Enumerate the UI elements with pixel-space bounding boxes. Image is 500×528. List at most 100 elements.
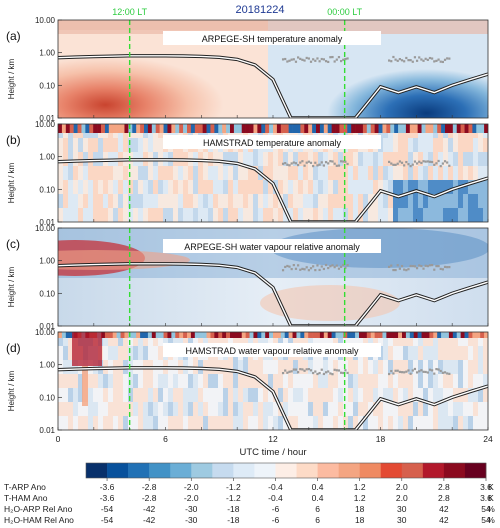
y-tick-label: 1.00: [39, 257, 55, 266]
colorbar-swatch: [191, 463, 213, 478]
colorbar-tick-label: -2.0: [184, 493, 199, 503]
colorbar-swatch: [254, 463, 276, 478]
colorbar-tick-label: 30: [397, 515, 407, 525]
y-tick-label: 1.00: [39, 153, 55, 162]
colorbar-tick-label: 2.8: [438, 482, 450, 492]
y-tick-label: 1.00: [39, 361, 55, 370]
colorbar-tick-label: 18: [355, 504, 365, 514]
y-axis-label: Height / km: [7, 58, 16, 99]
colorbar-tick-label: 42: [439, 504, 449, 514]
colorbar-tick-label: -1.2: [226, 493, 241, 503]
boundary-layer-line-inner: [58, 367, 488, 430]
colorbar-tick-label: -3.6: [100, 482, 115, 492]
y-tick-label: 0.01: [39, 218, 55, 227]
colorbar-swatch: [317, 463, 339, 478]
boundary-layer-line-inner: [58, 55, 488, 118]
colorbar-tick-label: 0.4: [312, 482, 324, 492]
x-tick-label: 0: [56, 434, 61, 444]
boundary-layer-line-inner: [58, 159, 488, 222]
colorbar-tick-label: -0.4: [268, 493, 283, 503]
colorbar-swatch: [401, 463, 424, 478]
colorbar-row-label: T-HAM Ano: [4, 493, 48, 503]
colorbar-swatch: [149, 463, 171, 478]
colorbar-frame: [85, 462, 487, 479]
y-tick-label: 10.00: [35, 16, 56, 25]
colorbar-unit: %: [487, 515, 495, 525]
panel-title-box: [163, 135, 381, 149]
colorbar-tick-label: -54: [101, 504, 114, 514]
y-tick-label: 1.00: [39, 49, 55, 58]
x-tick-label: 12: [268, 434, 278, 444]
panel-c: ARPEGE-SH water vapour relative anomaly (…: [6, 224, 489, 331]
panel-a: ARPEGE-SH temperature anomaly (a) Height /…: [6, 16, 489, 123]
colorbar-tick-label: 18: [355, 515, 365, 525]
colorbar-tick-label: -6: [272, 515, 280, 525]
colorbar-tick-label: -2.8: [142, 482, 157, 492]
local-time-label: 00:00 LT: [327, 7, 362, 17]
y-axis-label: Height / km: [7, 370, 16, 411]
marker-labels: 12:00 LT 00:00 LT: [112, 7, 362, 17]
colorbar-tick-label: -1.2: [226, 482, 241, 492]
x-axis-label: UTC time / hour: [239, 447, 306, 458]
y-tick-label: 0.10: [39, 289, 55, 298]
panel-title-box: [163, 31, 381, 45]
colorbar-tick-label: -0.4: [268, 482, 283, 492]
colorbar-tick-label: 42: [439, 515, 449, 525]
colorbar-swatch: [443, 463, 466, 478]
colorbar-tick-label: -42: [143, 504, 156, 514]
colorbar-tick-label: 1.2: [354, 482, 366, 492]
colorbar-unit: %: [487, 504, 495, 514]
colorbar-swatch: [170, 463, 192, 478]
panel-title: HAMSTRAD water vapour relative anomaly: [185, 346, 359, 356]
colorbar-tick-label: -18: [227, 515, 240, 525]
y-tick-label: 10.00: [35, 328, 56, 337]
colorbar-tick-label: -18: [227, 504, 240, 514]
colorbar: T-ARP Ano -3.6 -2.8 -2.0 -1.2 -0.4 0.4 1.2 2.0 2.…: [4, 462, 495, 525]
colorbar-tick-label: 54: [481, 515, 491, 525]
colorbar-tick-label: -2.0: [184, 482, 199, 492]
y-tick-label: 0.10: [39, 393, 55, 402]
y-tick-label: 10.00: [35, 224, 56, 233]
colorbar-tick-label: 2.0: [396, 482, 408, 492]
colorbar-swatch: [422, 463, 445, 478]
panel-title: ARPEGE-SH temperature anomaly: [202, 34, 343, 44]
colorbar-tick-label: 0.4: [312, 493, 324, 503]
panels: ARPEGE-SH temperature anomaly (a) Height /…: [6, 16, 489, 435]
colorbar-unit: K: [488, 482, 494, 492]
colorbar-tick-label: 6: [315, 515, 320, 525]
boundary-layer-line-inner: [58, 263, 488, 326]
y-tick-label: 0.10: [39, 81, 55, 90]
panel-title-box: [163, 343, 381, 357]
x-tick-labels: 0 6 12 18 24: [56, 434, 493, 444]
colorbar-swatch: [359, 463, 382, 478]
panel-letter: (c): [6, 237, 20, 251]
colorbar-row-label: H₂O-ARP Rel Ano: [4, 504, 73, 514]
panel-d: HAMSTRAD water vapour relative anomaly (d…: [6, 328, 489, 435]
cloud-markers: [281, 159, 451, 168]
panel-title: HAMSTRAD temperature anomaly: [203, 138, 342, 148]
colorbar-swatch: [275, 463, 297, 478]
x-tick-label: 6: [163, 434, 168, 444]
colorbar-tick-label: -30: [185, 515, 198, 525]
colorbar-tick-label: 3.6: [480, 482, 492, 492]
y-tick-label: 0.01: [39, 426, 55, 435]
colorbar-tick-label: -3.6: [100, 493, 115, 503]
colorbar-swatch: [338, 463, 360, 478]
cloud-markers: [281, 55, 451, 64]
panel-title: ARPEGE-SH water vapour relative anomaly: [184, 242, 360, 252]
colorbar-tick-label: -6: [272, 504, 280, 514]
panel-letter: (a): [6, 29, 21, 43]
colorbar-row-label: H₂O-HAM Rel Ano: [4, 515, 74, 525]
y-tick-label: 10.00: [35, 120, 56, 129]
panel-field: [58, 228, 488, 326]
colorbar-swatch: [86, 463, 108, 478]
x-tick-label: 18: [376, 434, 386, 444]
colorbar-swatch: [296, 463, 318, 478]
cloud-markers: [281, 263, 451, 272]
y-tick-label: 0.01: [39, 114, 55, 123]
colorbar-unit: K: [488, 493, 494, 503]
colorbar-row-label: T-ARP Ano: [4, 482, 46, 492]
y-tick-label: 0.01: [39, 322, 55, 331]
local-time-label: 12:00 LT: [112, 7, 147, 17]
cloud-markers: [281, 367, 451, 376]
